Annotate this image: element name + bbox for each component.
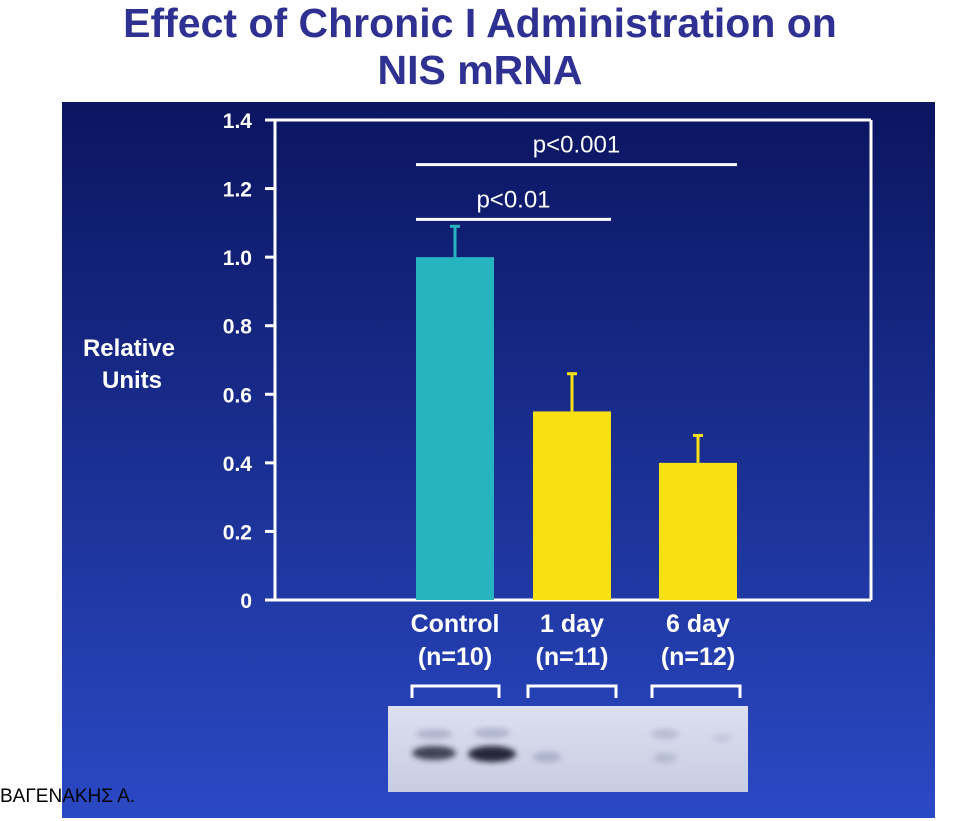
title-line-2: NIS mRNA (377, 47, 583, 93)
y-axis-label-line-2: Units (102, 367, 162, 394)
x-tick-label: 1 day (540, 610, 604, 638)
x-tick-label: 6 day (666, 610, 730, 638)
northern-blot-image (388, 706, 748, 792)
bar (533, 411, 611, 600)
y-tick-label: 0.8 (223, 316, 253, 339)
y-tick-label: 0.6 (223, 384, 252, 407)
title-line-1: Effect of Chronic I Administration on (123, 0, 837, 46)
y-tick-label: 0.2 (223, 521, 252, 544)
lane-bracket-1-day (526, 684, 618, 698)
y-axis-label-line-1: Relative (83, 335, 175, 362)
lane-brackets (410, 684, 742, 698)
slide-title: Effect of Chronic I Administration on NI… (0, 0, 960, 94)
bar (659, 462, 737, 600)
y-tick-label: 1.4 (223, 110, 253, 133)
x-tick-sublabel: (n=12) (661, 643, 735, 671)
chart-background (62, 102, 935, 818)
significance-label: p<0.01 (476, 186, 550, 213)
significance-label: p<0.001 (533, 132, 620, 159)
y-tick-label: 1.0 (223, 247, 252, 270)
x-tick-label: Control (411, 610, 500, 638)
y-tick-label: 0 (240, 590, 252, 613)
x-tick-sublabel: (n=11) (536, 643, 609, 671)
x-tick-sublabel: (n=10) (418, 643, 492, 671)
y-tick-label: 1.2 (223, 179, 252, 202)
lane-bracket-6-day (650, 684, 742, 698)
author-caption: ΒΑΓΕΝΑΚΗΣ Α. (0, 786, 136, 807)
lane-bracket-control (410, 684, 501, 698)
bar (416, 257, 494, 600)
y-tick-label: 0.4 (223, 453, 253, 476)
bar-chart: Relative Units 0 0.2 0.4 0.6 0.8 1.0 1.2 1.4 p<… (62, 102, 935, 818)
